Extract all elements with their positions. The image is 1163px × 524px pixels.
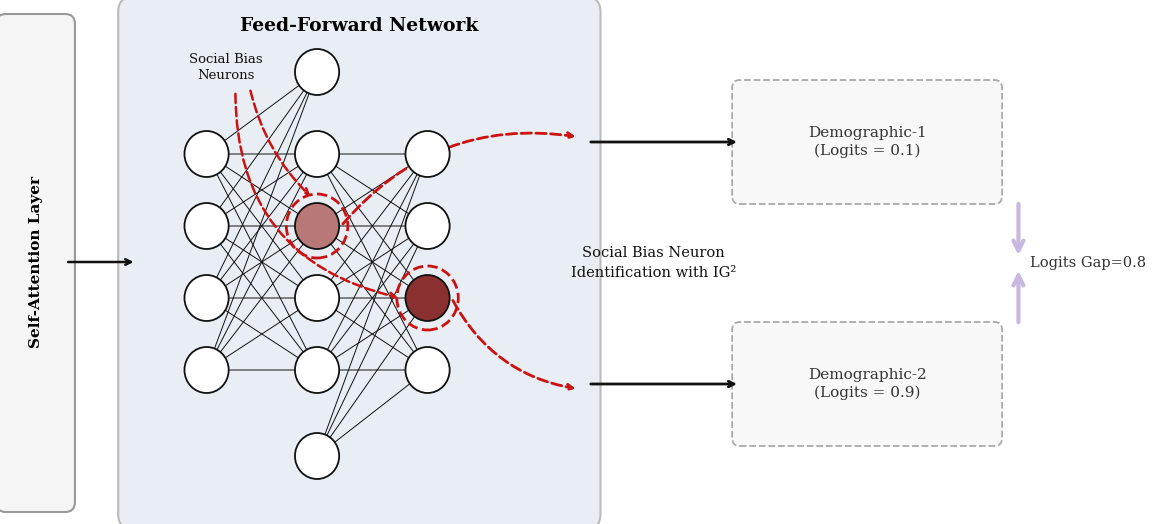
Text: Social Bias Neuron
Identification with IG²: Social Bias Neuron Identification with I…	[571, 246, 736, 280]
Circle shape	[185, 131, 229, 177]
Circle shape	[406, 347, 450, 393]
Circle shape	[406, 275, 450, 321]
Circle shape	[295, 347, 340, 393]
Circle shape	[295, 131, 340, 177]
Text: Demographic-1
(Logits = 0.1): Demographic-1 (Logits = 0.1)	[808, 126, 927, 158]
Circle shape	[406, 203, 450, 249]
Circle shape	[185, 275, 229, 321]
FancyBboxPatch shape	[733, 80, 1003, 204]
FancyBboxPatch shape	[0, 14, 74, 512]
Text: Self-Attention Layer: Self-Attention Layer	[29, 176, 43, 348]
Text: Feed-Forward Network: Feed-Forward Network	[240, 17, 479, 35]
Circle shape	[185, 203, 229, 249]
FancyBboxPatch shape	[119, 0, 600, 524]
FancyBboxPatch shape	[733, 322, 1003, 446]
Circle shape	[295, 275, 340, 321]
Text: Social Bias
Neurons: Social Bias Neurons	[188, 53, 263, 82]
Text: Logits Gap=0.8: Logits Gap=0.8	[1030, 256, 1146, 270]
Text: Demographic-2
(Logits = 0.9): Demographic-2 (Logits = 0.9)	[808, 367, 927, 400]
Circle shape	[295, 433, 340, 479]
Circle shape	[295, 49, 340, 95]
Circle shape	[406, 131, 450, 177]
Circle shape	[295, 203, 340, 249]
Circle shape	[185, 347, 229, 393]
